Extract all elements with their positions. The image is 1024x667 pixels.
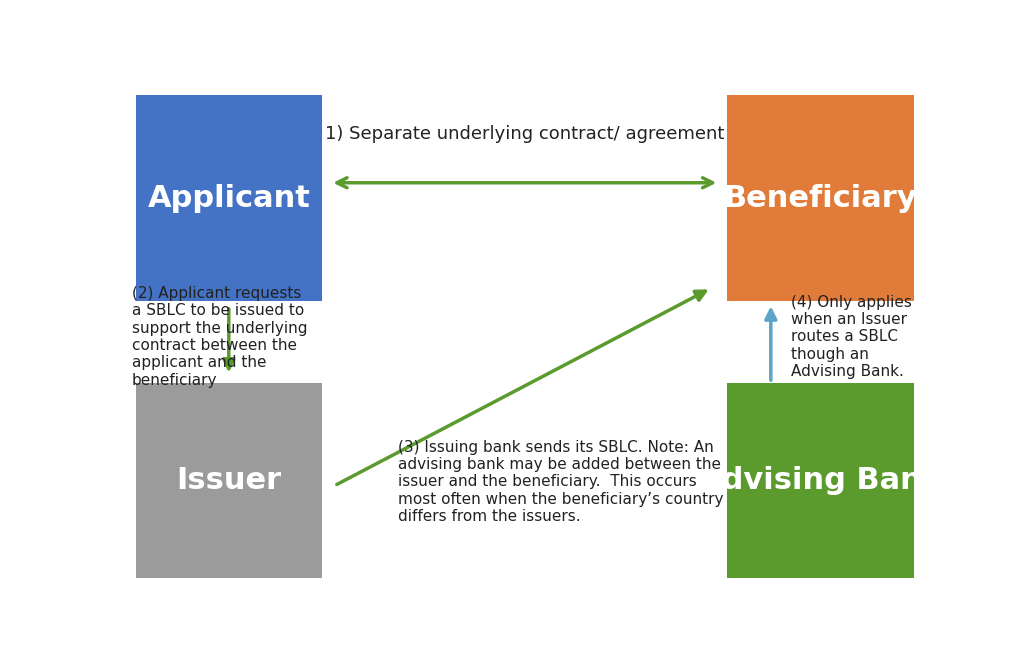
FancyBboxPatch shape [727, 95, 913, 301]
Text: Beneficiary: Beneficiary [724, 183, 918, 213]
Text: (4) Only applies
when an Issuer
routes a SBLC
though an
Advising Bank.: (4) Only applies when an Issuer routes a… [791, 295, 911, 379]
Text: 1) Separate underlying contract/ agreement: 1) Separate underlying contract/ agreeme… [325, 125, 725, 143]
FancyBboxPatch shape [136, 383, 323, 578]
FancyBboxPatch shape [136, 95, 323, 301]
Text: Advising Bank: Advising Bank [698, 466, 942, 495]
Text: Applicant: Applicant [147, 183, 310, 213]
Text: Issuer: Issuer [176, 466, 282, 495]
FancyBboxPatch shape [727, 383, 913, 578]
Text: (2) Applicant requests
a SBLC to be issued to
support the underlying
contract be: (2) Applicant requests a SBLC to be issu… [132, 286, 307, 388]
Text: (3) Issuing bank sends its SBLC. Note: An
advising bank may be added between the: (3) Issuing bank sends its SBLC. Note: A… [397, 440, 723, 524]
